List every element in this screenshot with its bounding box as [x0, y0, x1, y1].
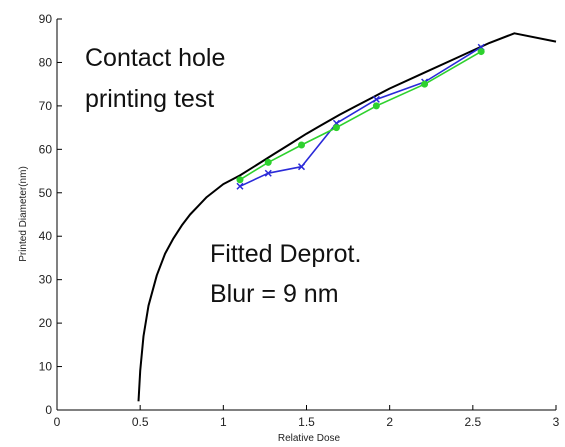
data-point-circle-marker [298, 141, 306, 149]
annotation-title-line-1: Contact hole [85, 44, 225, 72]
y-tick-label: 40 [39, 229, 53, 243]
y-tick-label: 10 [39, 360, 53, 374]
x-axis-label: Relative Dose [278, 433, 341, 444]
data-point-circle-marker [421, 80, 429, 88]
simulated-series-group [236, 48, 485, 184]
x-tick-label: 3 [553, 415, 560, 429]
data-point-circle-marker [477, 48, 485, 56]
x-tick-label: 0.5 [132, 415, 149, 429]
x-tick-label: 1.5 [298, 415, 315, 429]
simulated-series-line [239, 50, 482, 181]
y-tick-label: 90 [39, 12, 53, 26]
y-tick-label: 60 [39, 142, 53, 156]
y-axis-label: Printed Diameter(nm) [18, 166, 29, 262]
data-point-x-marker [264, 169, 272, 177]
plot-area: 0 10 20 30 40 50 60 70 80 90 0 0.5 1 1.5 2 2.5 3 [39, 12, 560, 429]
data-point-x-marker [236, 182, 244, 190]
annotation-fit-line-2: Blur = 9 nm [210, 280, 339, 308]
annotation-fit-line-1: Fitted Deprot. [210, 240, 361, 268]
data-point-x-marker [297, 163, 306, 171]
fitted-curve-group [137, 32, 557, 402]
x-tick-label: 1 [220, 415, 227, 429]
measured-series-group [236, 43, 485, 190]
series-layer [137, 32, 557, 402]
y-tick-label: 20 [39, 316, 53, 330]
data-point-circle-marker [264, 158, 272, 166]
measured-series-line [239, 46, 482, 188]
y-tick-label: 0 [45, 403, 52, 417]
data-point-circle-marker [372, 102, 380, 110]
data-point-x-marker [372, 95, 380, 103]
annotation-title-line-2: printing test [85, 85, 214, 113]
x-tick-label: 0 [54, 415, 61, 429]
data-point-circle-marker [332, 124, 340, 132]
y-tick-label: 80 [39, 55, 53, 69]
fitted-curve-line [137, 32, 557, 402]
x-tick-label: 2.5 [464, 415, 481, 429]
y-tick-label: 30 [39, 273, 53, 287]
data-point-circle-marker [236, 176, 244, 184]
x-tick-label: 2 [386, 415, 393, 429]
y-tick-label: 70 [39, 99, 53, 113]
y-tick-label: 50 [39, 186, 53, 200]
